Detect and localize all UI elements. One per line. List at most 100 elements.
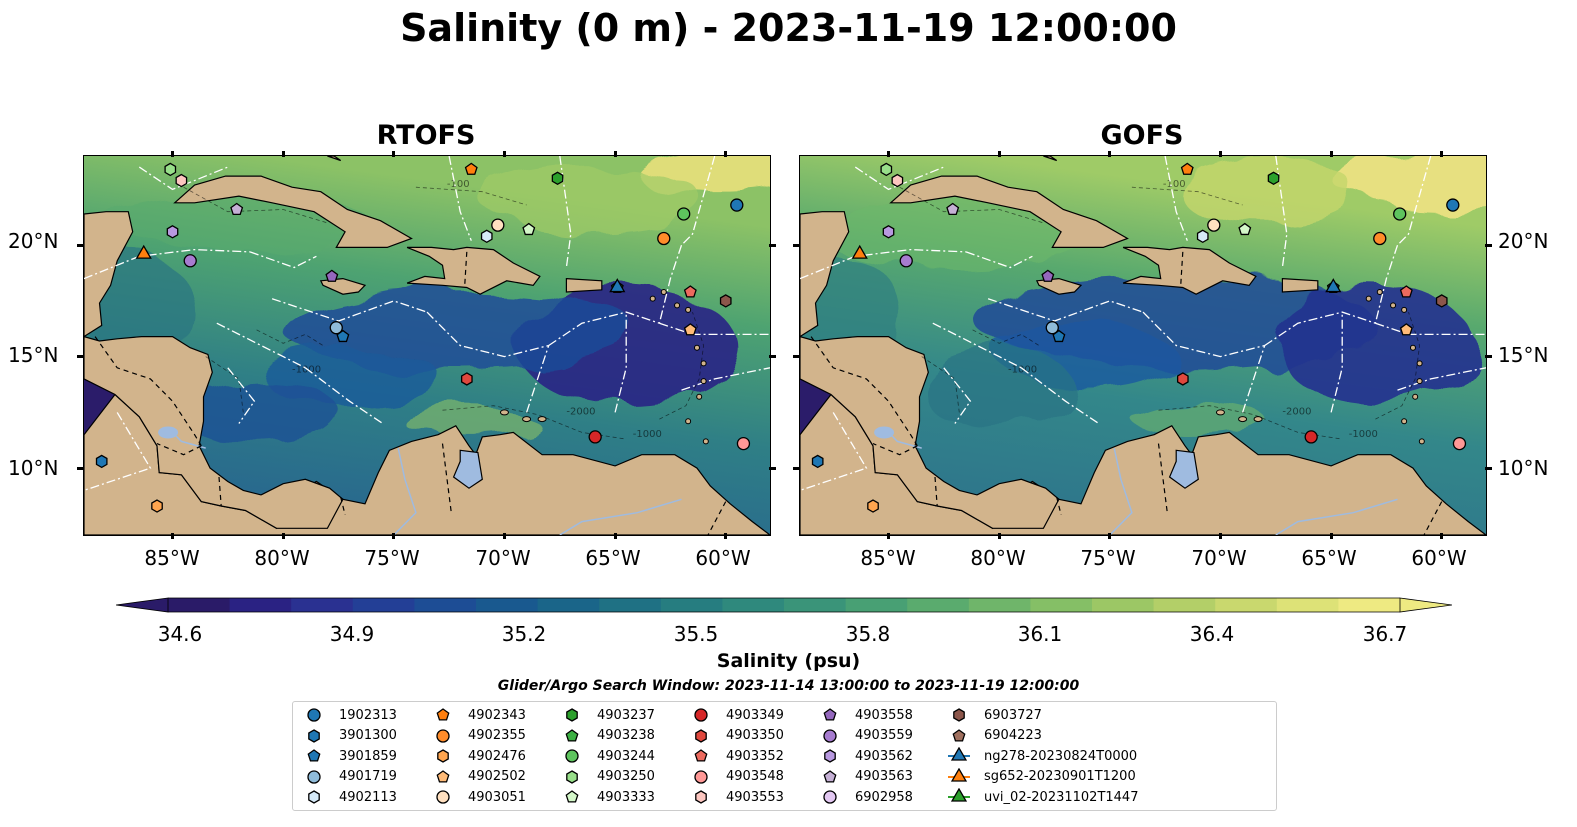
legend-marker xyxy=(694,708,708,722)
float-marker xyxy=(1435,294,1448,308)
lon-tick xyxy=(1329,151,1333,157)
lon-label-65w-rtofs: 65°W xyxy=(585,546,641,570)
float-marker xyxy=(946,202,960,216)
legend-item: 4901719 xyxy=(303,767,397,788)
legend-marker xyxy=(436,708,450,721)
float-marker xyxy=(1304,430,1318,444)
triangle-marker-icon xyxy=(948,788,970,802)
float-marker xyxy=(1196,229,1209,244)
legend-item: 4902343 xyxy=(432,705,526,726)
colorbar-segment xyxy=(1215,598,1278,612)
legend-label: 4903562 xyxy=(855,748,913,764)
lat-tick xyxy=(1485,243,1492,247)
legend-marker xyxy=(953,708,965,723)
panel-title-rtofs: RTOFS xyxy=(376,120,476,151)
legend-marker xyxy=(824,749,836,764)
colorbar-segment xyxy=(291,598,354,612)
lat-label-20n-right: 20°N xyxy=(1498,229,1549,253)
legend-marker xyxy=(308,728,320,743)
legend-item: 4903350 xyxy=(690,726,784,747)
lon-label-80w-rtofs: 80°W xyxy=(254,546,310,570)
hexagon-marker-icon xyxy=(437,749,449,764)
legend-label: sg652-20230901T1200 xyxy=(984,769,1136,785)
legend-marker xyxy=(307,749,321,762)
lon-tick xyxy=(1108,533,1112,539)
colorbar-segment xyxy=(660,598,723,612)
legend-marker xyxy=(950,767,968,782)
legend-item: sg652-20230901T1200 xyxy=(948,767,1136,788)
legend-marker xyxy=(694,770,708,784)
legend-label: 4903553 xyxy=(726,789,784,805)
float-marker xyxy=(1045,321,1059,335)
float-marker xyxy=(683,285,697,298)
legend-label: 3901300 xyxy=(339,728,397,744)
contour-label: -1000 xyxy=(633,429,662,440)
legend-item: 4903349 xyxy=(690,705,784,726)
float-marker xyxy=(166,225,179,239)
float-marker xyxy=(891,173,904,188)
float-marker xyxy=(657,231,671,246)
lon-tick xyxy=(997,533,1001,539)
legend-item: 4902502 xyxy=(432,767,526,788)
colorbar-tick: 35.8 xyxy=(845,622,891,646)
legend-label: 4903237 xyxy=(597,707,655,723)
legend-marker xyxy=(308,790,320,805)
legend-item: 4903562 xyxy=(819,746,913,767)
float-marker xyxy=(1207,218,1221,232)
lat-tick xyxy=(77,466,84,470)
circle-marker-icon xyxy=(436,729,450,743)
float-marker xyxy=(464,162,478,175)
legend-marker xyxy=(823,769,837,783)
colorbar-segment xyxy=(352,598,415,612)
legend-item: 6904223 xyxy=(948,726,1042,747)
float-marker xyxy=(1041,269,1055,282)
lat-tick xyxy=(769,466,776,470)
legend-marker xyxy=(437,749,449,764)
lon-tick xyxy=(392,151,396,157)
colorbar-segment xyxy=(1338,598,1401,612)
legend-label: 4903350 xyxy=(726,728,784,744)
triangle-marker-icon xyxy=(948,747,970,761)
float-marker xyxy=(683,323,697,336)
pentagon-marker-icon xyxy=(436,769,450,783)
legend-marker xyxy=(695,728,707,743)
colorbar-tick: 34.6 xyxy=(157,622,203,646)
legend-marker xyxy=(952,728,966,742)
legend-label: 4903244 xyxy=(597,748,655,764)
legend-label: 4902355 xyxy=(468,728,526,744)
lon-tick xyxy=(502,533,506,539)
circle-marker-icon xyxy=(694,770,708,784)
float-marker xyxy=(588,430,602,444)
colorbar-segment xyxy=(845,598,908,612)
lon-label-60w-gofs: 60°W xyxy=(1411,546,1467,570)
contour-label: -1000 xyxy=(1349,429,1378,440)
float-marker xyxy=(164,162,177,177)
lat-tick xyxy=(769,243,776,247)
legend-item: 4903558 xyxy=(819,705,913,726)
contour-label: -1000 xyxy=(1008,364,1037,375)
colorbar-extend-low xyxy=(115,597,169,613)
legend-label: 4903352 xyxy=(726,748,784,764)
colorbar-segment xyxy=(168,598,231,612)
float-marker xyxy=(1452,436,1467,451)
lon-tick xyxy=(1218,533,1222,539)
legend-marker xyxy=(436,769,450,783)
circle-marker-icon xyxy=(307,708,321,722)
legend-item: 3901859 xyxy=(303,746,397,767)
lon-label-65w-gofs: 65°W xyxy=(1301,546,1357,570)
pentagon-marker-icon xyxy=(565,728,579,742)
legend-label: 6902958 xyxy=(855,789,913,805)
hexagon-marker-icon xyxy=(566,769,578,784)
float-marker xyxy=(480,229,493,244)
float-marker xyxy=(609,278,626,293)
float-marker xyxy=(175,173,188,188)
float-marker xyxy=(1446,198,1460,212)
float-marker xyxy=(867,499,879,513)
colorbar-segment xyxy=(907,598,970,612)
float-marker xyxy=(460,372,473,386)
legend-label: 1902313 xyxy=(339,707,397,723)
lat-label-10n-right: 10°N xyxy=(1498,456,1549,480)
legend-item: 6902958 xyxy=(819,787,913,808)
lon-tick xyxy=(1440,533,1444,539)
float-marker xyxy=(551,171,564,186)
